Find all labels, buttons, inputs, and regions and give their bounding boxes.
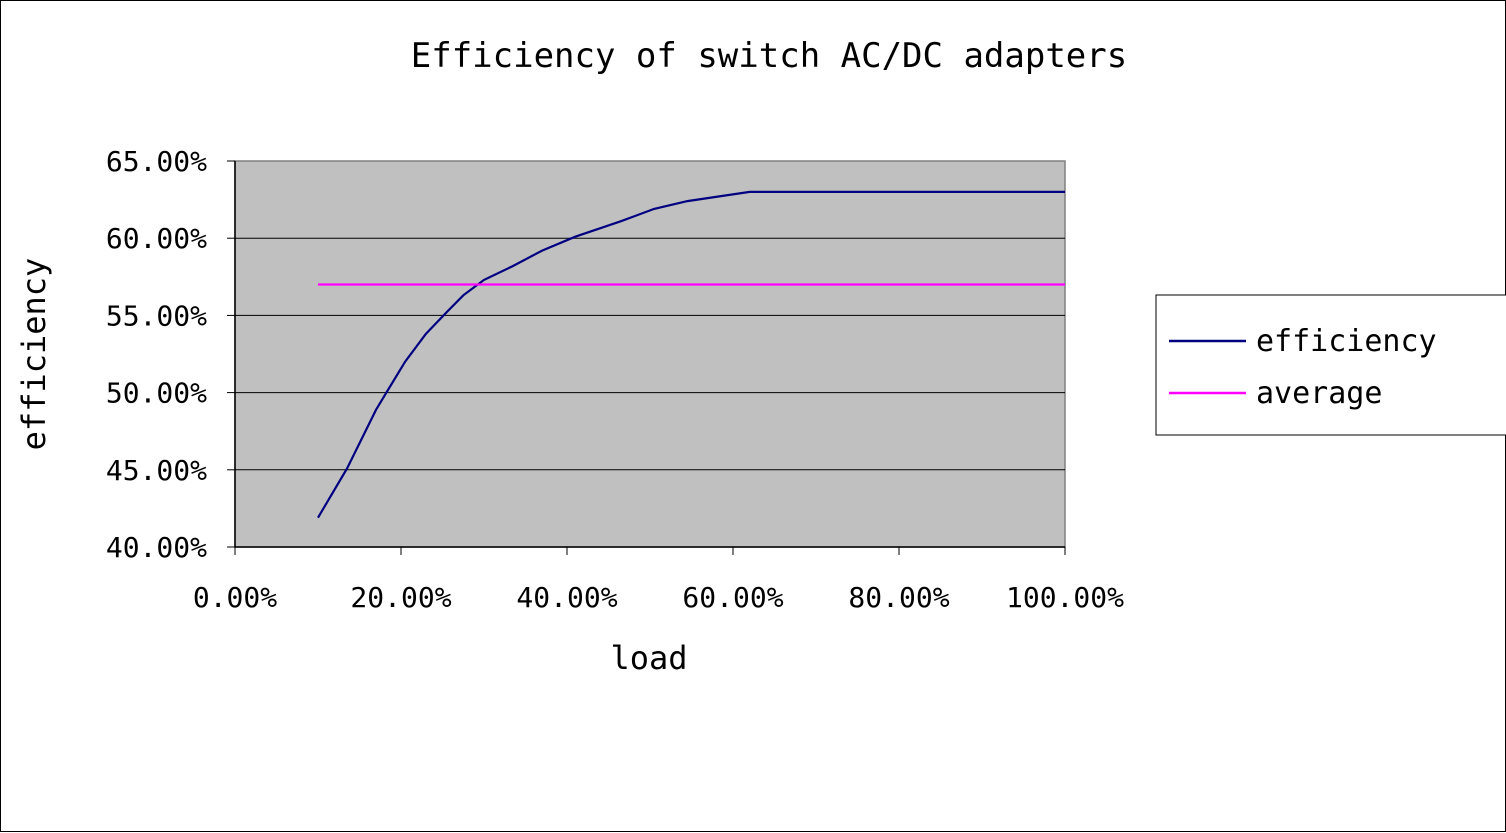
legend-label-efficiency: efficiency <box>1256 324 1437 359</box>
chart-title: Efficiency of switch AC/DC adapters <box>411 36 1127 76</box>
y-tick-label: 55.00% <box>106 299 207 332</box>
gridlines <box>235 237 1065 471</box>
x-tick-label: 60.00% <box>682 581 783 614</box>
x-tick-label: 0.00% <box>193 581 277 614</box>
series-line-efficiency <box>317 190 1065 519</box>
x-tick-label: 80.00% <box>848 581 949 614</box>
x-tick-label: 20.00% <box>350 581 451 614</box>
y-axis-title: efficiency <box>15 258 53 451</box>
x-axis-title: load <box>610 639 687 677</box>
legend: efficiency average <box>1155 294 1506 436</box>
plot-area <box>234 160 1066 548</box>
x-tick-label: 100.00% <box>1006 581 1124 614</box>
x-tick-label: 40.00% <box>516 581 617 614</box>
axes <box>227 160 1066 555</box>
y-tick-label: 45.00% <box>106 454 207 487</box>
legend-box <box>1155 294 1506 436</box>
y-tick-label: 60.00% <box>106 222 207 255</box>
x-tick-labels: 0.00% 20.00% 40.00% 60.00% 80.00% 100.00% <box>193 581 1124 614</box>
y-tick-label: 50.00% <box>106 377 207 410</box>
y-tick-label: 40.00% <box>106 531 207 564</box>
series-lines <box>317 190 1065 519</box>
y-tick-label: 65.00% <box>106 145 207 178</box>
legend-label-average: average <box>1256 376 1382 411</box>
y-tick-labels: 40.00% 45.00% 50.00% 55.00% 60.00% 65.00% <box>106 145 207 564</box>
